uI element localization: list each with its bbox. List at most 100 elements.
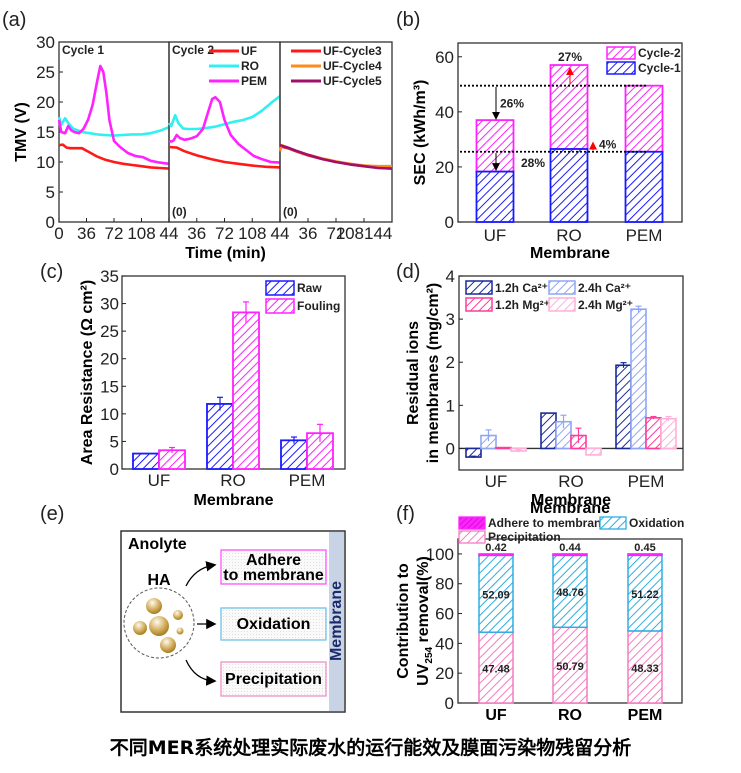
panel-label-b: (b) [396, 9, 420, 31]
annotation-4: 4% [599, 138, 617, 152]
y-tick-label: 60 [435, 48, 454, 67]
subplot-annotation: (0) [283, 205, 298, 219]
pathway-box [220, 661, 327, 697]
bar-series-4 [660, 417, 677, 450]
pathway-label: Oxidation [237, 616, 311, 633]
bar-cycle-1 [624, 150, 664, 223]
legend-swatch [599, 516, 627, 530]
y-tick-label: 25 [100, 322, 119, 341]
x-tick-label: 72 [105, 224, 124, 243]
y-tick-label: 1 [446, 396, 455, 415]
bar-raw [206, 403, 234, 470]
y-tick-label: 5 [46, 183, 55, 202]
ha-particle-icon [173, 610, 183, 620]
data-label: 0.42 [485, 542, 506, 554]
y-axis-label: TMV (V) [13, 102, 30, 162]
legend-label: Cycle-1 [638, 61, 681, 75]
legend-swatch [265, 298, 295, 314]
legend-label: Adhere to membrane [488, 516, 608, 530]
panel-d: (d) 0 1 2 3 4 Residual ions in membranes (mg/cm… [396, 261, 684, 509]
x-axis-label: Membrane [530, 245, 610, 262]
series-line-pem [57, 64, 170, 166]
x-axis-label: Membrane [531, 492, 611, 509]
y-tick-label: 80 [435, 575, 454, 594]
series-line-ro [167, 94, 281, 131]
y-axis-label: SEC (kWh/m³) [412, 80, 429, 186]
x-tick-label: PEM [628, 707, 663, 724]
legend-label: UF-Cycle4 [323, 59, 382, 73]
x-tick-label: 108144 [336, 224, 393, 243]
x-tick-label: 36 [299, 224, 318, 243]
legend-swatch [606, 61, 636, 75]
annotation-28: 28% [521, 156, 545, 170]
ha-label: HA [147, 572, 171, 589]
anolyte-label: Anolyte [128, 536, 187, 553]
ha-particle-icon [160, 637, 176, 653]
x-axis-title-top: Membrane [530, 500, 610, 517]
y-axis-label-line2: UV254 removal(%) [415, 556, 435, 686]
panel-f: (f) Membrane 0 20 40 60 80 100 Contribution to UV… [395, 500, 684, 724]
bar-cycle-2 [624, 84, 664, 153]
y-tick-label: 100 [426, 545, 454, 564]
legend-label: Cycle-2 [638, 46, 681, 60]
x-tick-label: 108 [127, 224, 155, 243]
panel-b: (b) 0 20 40 60 SEC (kWh/m³) Membrane UF RO PEM 26%… [396, 9, 683, 262]
x-tick-label: RO [220, 471, 246, 490]
x-tick-label: 44 [271, 224, 290, 243]
y-tick-label: 35 [100, 267, 119, 286]
panel-label-e: (e) [40, 503, 64, 525]
figure-caption: 不同MER系统处理实际废水的运行能效及膜面污染物残留分析 [109, 737, 632, 759]
annotation-27: 27% [558, 50, 582, 64]
bar-oxidation [627, 553, 663, 632]
bar-oxidation [552, 553, 588, 629]
y-tick-label: 20 [100, 350, 119, 369]
panel-label-d: (d) [396, 261, 420, 283]
x-tick-label: UF [485, 707, 507, 724]
pathway-label: Precipitation [225, 671, 322, 688]
panel-label-c: (c) [40, 261, 63, 283]
x-tick-label: RO [558, 707, 582, 724]
y-tick-label: 60 [435, 605, 454, 624]
bar-cycle-2 [549, 64, 589, 150]
x-tick-label: 72 [215, 224, 234, 243]
ha-particle-icon [146, 598, 162, 614]
plot-frame [458, 275, 684, 471]
x-tick-label: PEM [626, 226, 663, 245]
y-tick-label: 4 [446, 267, 455, 286]
y-tick-label: 5 [110, 432, 119, 451]
series-line-ro [57, 116, 170, 137]
y-tick-label: 40 [435, 103, 454, 122]
bar-series-1 [615, 364, 632, 450]
bar-precipitation [627, 630, 663, 704]
y-tick-label: 10 [100, 405, 119, 424]
x-axis-label: Membrane [193, 492, 273, 509]
data-label: 51.22 [631, 589, 659, 601]
y-tick-label: 0 [46, 213, 55, 232]
y-axis-label-line2: in membranes (mg/cm²) [425, 283, 442, 463]
bar-fouling [232, 311, 260, 470]
x-axis-label: Time (min) [185, 245, 266, 262]
series-line-uf [58, 143, 170, 170]
legend-swatch [265, 280, 295, 296]
bar-series-3 [645, 417, 662, 450]
legend-label: 1.2h Ca²⁺ [495, 281, 548, 295]
legend-swatch [548, 280, 576, 295]
subplot-frame [168, 41, 281, 223]
pathway-label: Adhere [246, 552, 301, 569]
subplot-annotation: (0) [172, 205, 187, 219]
x-tick-label: UF [485, 472, 508, 491]
series-line-uf-cycle5 [279, 143, 393, 170]
y-tick-label: 30 [36, 33, 55, 52]
y-tick-label: 0 [445, 213, 454, 232]
x-tick-label: PEM [628, 472, 665, 491]
data-label: 0.45 [634, 542, 655, 554]
legend-swatch [458, 516, 486, 530]
legend-label: UF-Cycle5 [323, 74, 382, 88]
legend-swatch [548, 297, 576, 312]
y-tick-label: 20 [36, 93, 55, 112]
legend-label: 2.4h Ca²⁺ [578, 281, 631, 295]
x-tick-label: RO [556, 226, 582, 245]
